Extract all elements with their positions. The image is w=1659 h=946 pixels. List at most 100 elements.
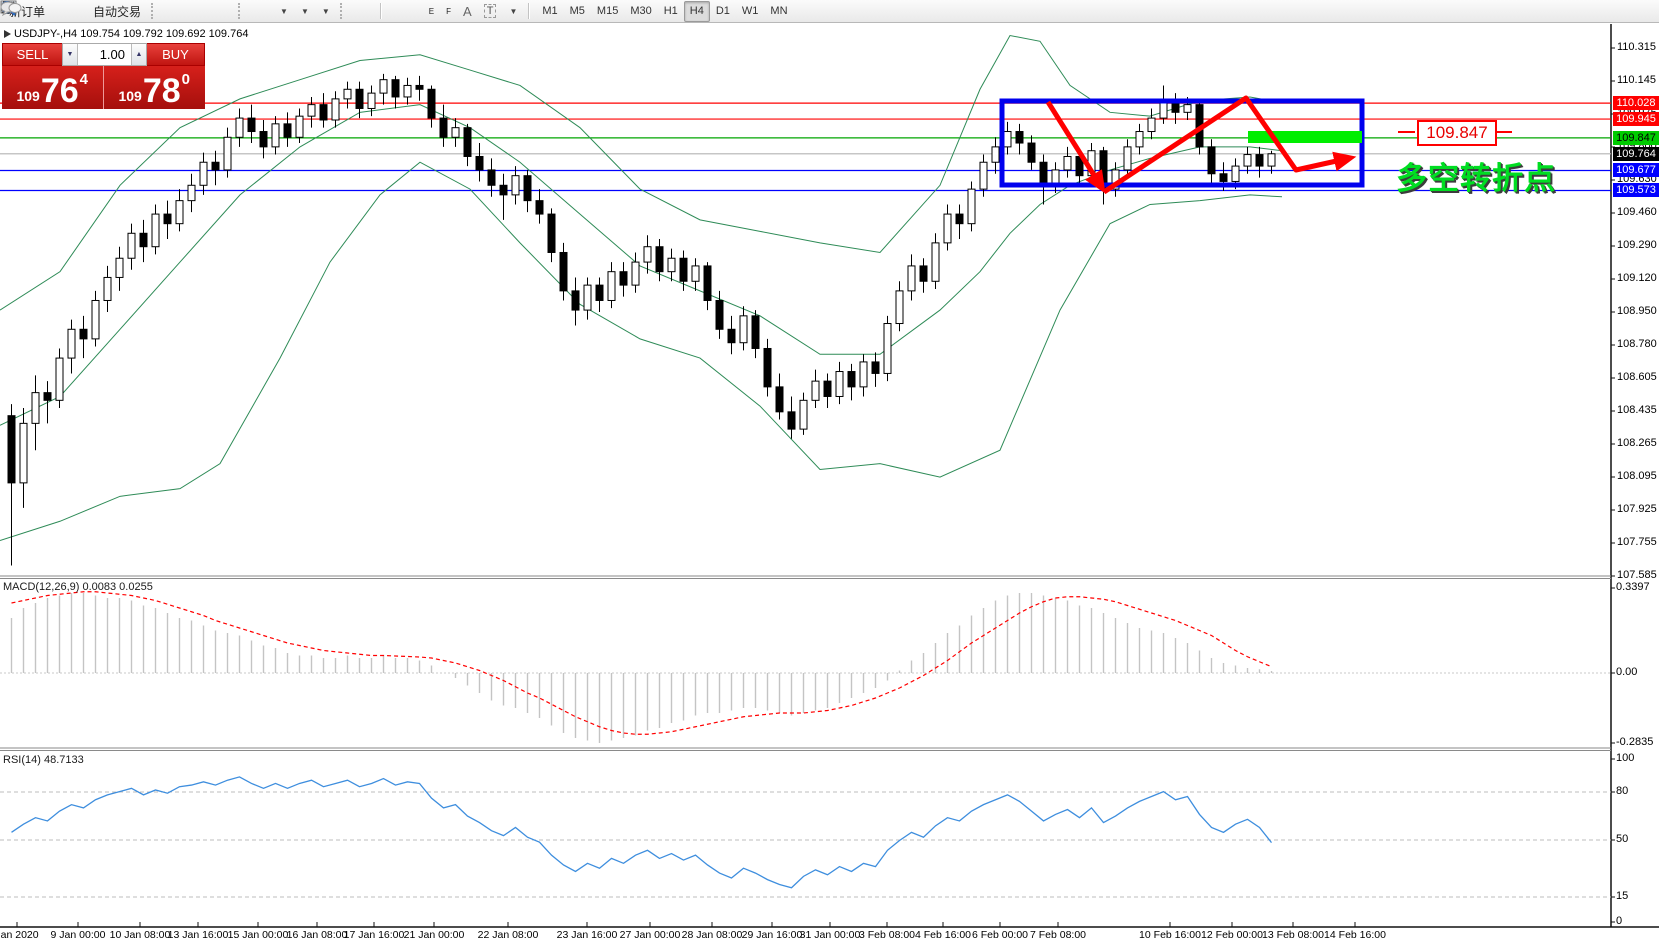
- axis-tick-label: 50: [1616, 833, 1629, 845]
- axis-tick-label: 107.925: [1617, 503, 1657, 515]
- axis-tick-label: 108.435: [1617, 404, 1657, 416]
- annotation-layer: [999, 95, 1512, 195]
- time-tick-label: 15 Jan 00:00: [227, 929, 289, 941]
- cn-annotation-text[interactable]: 多空转折点: [1396, 161, 1556, 197]
- time-tick-label: 13 Jan 16:00: [167, 929, 229, 941]
- timeframe-bar: M1 M5 M15 M30 H1 H4 D1 W1 MN: [536, 0, 793, 22]
- main-toolbar: 新订单 自动交易 ▼ ▼ ▼ E F A T ▼ M1 M5 M15 M30 H…: [0, 0, 1659, 23]
- price-badge: 109.677: [1613, 163, 1659, 178]
- one-click-trade-panel: SELL ▼ 1.00 ▲ BUY 109 76 4 109 78 0: [2, 43, 205, 109]
- time-tick-label: 4 Feb 16:00: [914, 929, 972, 941]
- axis-tick-label: 108.605: [1617, 371, 1657, 383]
- axis-tick-label: -0.2835: [1616, 736, 1654, 748]
- time-tick-label: 21 Jan 00:00: [403, 929, 465, 941]
- price-badge: 109.945: [1613, 112, 1659, 127]
- axis-tick-label: 80: [1616, 785, 1629, 797]
- axis-tick-label: 110.315: [1617, 41, 1656, 53]
- axis-tick-label: 0.00: [1616, 666, 1638, 678]
- candles-layer: [7, 73, 1276, 566]
- axis-tick-label: 107.585: [1617, 569, 1657, 581]
- axis-tick-label: 100: [1616, 752, 1635, 764]
- time-tick-label: 10 Jan 08:00: [109, 929, 171, 941]
- axis-tick-label: 110.145: [1617, 74, 1656, 86]
- axis-tick-label: 108.780: [1617, 338, 1657, 350]
- toolbar-grip: [238, 3, 245, 19]
- time-tick-label: 17 Jan 16:00: [343, 929, 405, 941]
- tf-m1[interactable]: M1: [542, 5, 558, 17]
- axis-tick-label: 108.265: [1617, 437, 1657, 449]
- time-tick-label: 9 Jan 00:00: [50, 929, 106, 941]
- price-callout-label[interactable]: 109.847: [1417, 120, 1497, 146]
- sell-button[interactable]: SELL: [2, 43, 62, 66]
- axis-tick-label: 0.3397: [1616, 581, 1650, 593]
- axis-tick-label: 0: [1616, 915, 1623, 927]
- price-badge: 109.847: [1613, 130, 1659, 145]
- time-tick-label: 6 Feb 00:00: [971, 929, 1029, 941]
- tf-mn[interactable]: MN: [770, 5, 788, 17]
- toolbar-separator: [528, 3, 531, 19]
- axis-tick-label: 15: [1616, 890, 1629, 902]
- tf-h4[interactable]: H4: [683, 0, 710, 22]
- sell-price-point: 4: [79, 71, 89, 88]
- time-tick-label: 22 Jan 08:00: [477, 929, 539, 941]
- sell-price-pips: 76: [40, 72, 79, 111]
- text-label-button[interactable]: T: [479, 1, 502, 22]
- volume-value[interactable]: 1.00: [99, 47, 125, 62]
- time-tick-label: 12 Feb 00:00: [1201, 929, 1263, 941]
- tf-d1[interactable]: D1: [715, 5, 730, 17]
- axis-tick-label: 109.120: [1617, 272, 1657, 284]
- time-tick-label: 14 Feb 16:00: [1324, 929, 1386, 941]
- dropdown-caret: ▼: [509, 6, 518, 16]
- channel-tag: E: [428, 6, 435, 16]
- tf-m15[interactable]: M15: [596, 5, 619, 17]
- buy-price[interactable]: 109 78 0: [103, 66, 205, 109]
- dropdown-caret: ▼: [280, 6, 288, 16]
- sell-price-handle: 109: [16, 88, 40, 104]
- price-badge: 109.764: [1613, 146, 1659, 161]
- fibo-tag: F: [446, 6, 452, 16]
- label-tool-glyph: T: [483, 4, 497, 18]
- volume-up-button[interactable]: ▲: [131, 44, 146, 65]
- axis-tick-label: 108.950: [1617, 305, 1657, 317]
- tf-h1[interactable]: H1: [663, 5, 678, 17]
- time-tick-label: 7 Feb 08:00: [1029, 929, 1087, 941]
- macd-layer: [0, 591, 1611, 743]
- autotrade-label: 自动交易: [93, 4, 142, 19]
- time-tick-label: 23 Jan 16:00: [556, 929, 618, 941]
- time-tick-label: 13 Feb 08:00: [1262, 929, 1324, 941]
- rsi-label: RSI(14) 48.7133: [3, 754, 84, 766]
- time-tick-label: 29 Jan 16:00: [741, 929, 803, 941]
- sell-price[interactable]: 109 76 4: [2, 66, 104, 109]
- buy-price-point: 0: [181, 71, 191, 88]
- symbol-ohlc-label: USDJPY-,H4 109.754 109.792 109.692 109.7…: [14, 28, 249, 40]
- time-tick-label: 28 Jan 08:00: [681, 929, 743, 941]
- tf-m5[interactable]: M5: [569, 5, 585, 17]
- time-tick-label: 10 Feb 16:00: [1139, 929, 1201, 941]
- fibonacci-button[interactable]: F: [1, 1, 456, 22]
- tf-m30[interactable]: M30: [630, 5, 652, 17]
- tf-w1[interactable]: W1: [741, 5, 759, 17]
- time-tick-label: 31 Jan 00:00: [799, 929, 861, 941]
- text-button[interactable]: A: [458, 1, 477, 22]
- text-tool-glyph: A: [463, 3, 472, 19]
- time-tick-label: 27 Jan 00:00: [619, 929, 681, 941]
- buy-price-handle: 109: [118, 88, 142, 104]
- axis-ticks: [16, 47, 1615, 927]
- hline-layer: [0, 102, 1611, 192]
- axis-tick-label: 109.290: [1617, 239, 1657, 251]
- price-badge: 109.573: [1613, 183, 1659, 198]
- chart-pointer-icon: [4, 30, 11, 38]
- time-tick-label: 3 Feb 08:00: [858, 929, 916, 941]
- macd-label: MACD(12,26,9) 0.0083 0.0255: [3, 581, 153, 593]
- rsi-layer: [0, 776, 1611, 898]
- axis-tick-label: 109.460: [1617, 206, 1657, 218]
- dropdown-caret: ▼: [321, 6, 330, 16]
- price-badge: 110.028: [1613, 96, 1659, 111]
- toolbar-grip: [151, 3, 158, 19]
- volume-down-button[interactable]: ▼: [63, 44, 78, 65]
- toolbar-separator: [379, 3, 382, 19]
- buy-button[interactable]: BUY: [147, 43, 205, 66]
- time-tick-label: 16 Jan 08:00: [286, 929, 348, 941]
- time-tick-label: Jan 2020: [0, 929, 39, 941]
